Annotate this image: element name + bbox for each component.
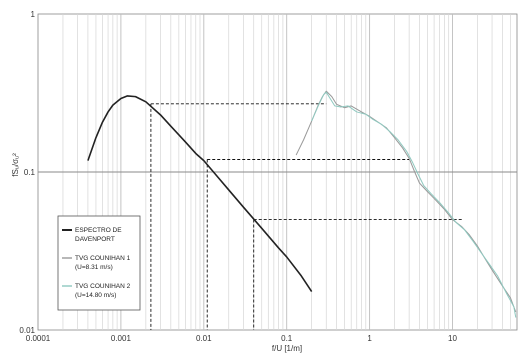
legend-box <box>57 215 141 311</box>
series-line-counihan1 <box>295 90 517 313</box>
x-tick-label: 0.0001 <box>26 334 51 343</box>
x-axis-label: f/U [1/m] <box>272 344 302 353</box>
legend-entry-text: (U=14.80 m/s) <box>75 292 116 299</box>
legend-entry-text: DAVENPORT <box>75 236 115 243</box>
legend-entry-text: ESPECTRO DE <box>75 227 122 234</box>
y-axis-label: fSᵤ/σᵤ² <box>11 153 20 177</box>
series-group <box>87 90 517 318</box>
y-tick-label: 0.01 <box>19 326 35 335</box>
legend-entry-text: (U=8.31 m/s) <box>75 264 113 271</box>
x-tick-labels: 0.0001 0.001 0.01 0.1 1 10 <box>26 334 458 343</box>
x-tick-label: 0.1 <box>281 334 293 343</box>
x-tick-label: 0.01 <box>196 334 212 343</box>
x-tick-label: 1 <box>367 334 372 343</box>
annotation-lines <box>150 103 462 330</box>
y-tick-label: 1 <box>31 10 36 19</box>
y-tick-label: 0.1 <box>24 168 36 177</box>
x-tick-label: 10 <box>448 334 457 343</box>
legend-entry-text: TVG COUNIHAN 1 <box>75 255 131 262</box>
legend: ESPECTRO DE DAVENPORT TVG COUNIHAN 1 (U=8.3… <box>57 215 141 311</box>
x-tick-label: 0.001 <box>111 334 132 343</box>
series-line-davenport <box>87 95 313 293</box>
series-line-counihan2 <box>311 91 517 318</box>
y-tick-labels: 0.01 0.1 1 <box>19 10 35 335</box>
legend-entry-text: TVG COUNIHAN 2 <box>75 283 131 290</box>
